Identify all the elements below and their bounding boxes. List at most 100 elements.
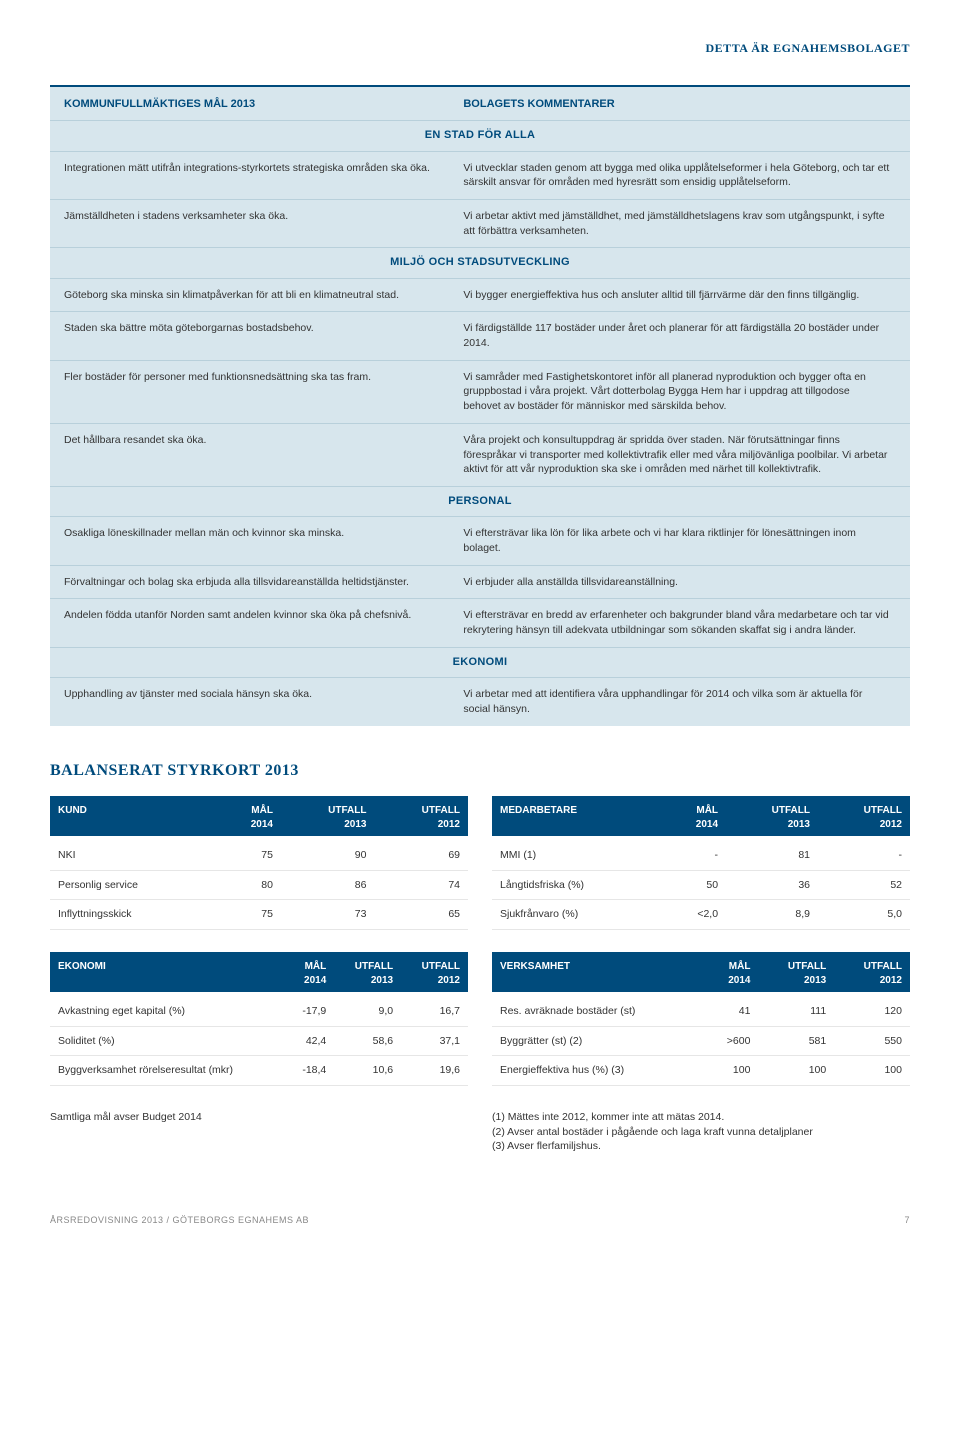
goal-text: Osakliga löneskillnader mellan män och k… (64, 526, 463, 555)
section-title: EN STAD FÖR ALLA (50, 120, 910, 150)
row-value: 58,6 (334, 1026, 401, 1056)
goal-text: Det hållbara resandet ska öka. (64, 433, 463, 477)
table-row: Avkastning eget kapital (%) -17,9 9,0 16… (50, 992, 468, 1026)
row-value: 8,9 (726, 900, 818, 930)
goal-text: Fler bostäder för personer med funktions… (64, 370, 463, 414)
row-value: 120 (834, 992, 910, 1026)
table-header-name: MEDARBETARE (492, 796, 661, 836)
footnote-right: (1) Mättes inte 2012, kommer inte att mä… (492, 1110, 910, 1154)
table-header-mal: MÅL2014 (285, 952, 334, 992)
row-value: 80 (215, 870, 281, 900)
comment-text: Vi färdigställde 117 bostäder under året… (463, 321, 896, 350)
row-value: 16,7 (401, 992, 468, 1026)
row-value: 74 (374, 870, 468, 900)
goals-row: Jämställdheten i stadens verksamheter sk… (50, 199, 910, 247)
goals-comments-header: KOMMUNFULLMÄKTIGES MÅL 2013 BOLAGETS KOM… (50, 87, 910, 120)
row-value: 42,4 (285, 1026, 334, 1056)
row-value: 10,6 (334, 1056, 401, 1086)
row-value: 65 (374, 900, 468, 930)
table-header-utfall-2013: UTFALL2013 (758, 952, 834, 992)
goals-row: Upphandling av tjänster med sociala häns… (50, 677, 910, 725)
table-header-utfall-2012: UTFALL2012 (401, 952, 468, 992)
row-value: 50 (661, 870, 726, 900)
table-header-mal: MÅL2014 (703, 952, 758, 992)
comment-text: Vi samråder med Fastighetskontoret inför… (463, 370, 896, 414)
goals-row: Andelen födda utanför Norden samt andele… (50, 598, 910, 646)
comment-text: Vi eftersträvar lika lön för lika arbete… (463, 526, 896, 555)
row-value: 19,6 (401, 1056, 468, 1086)
comment-text: Vi bygger energieffektiva hus och anslut… (463, 288, 896, 303)
row-value: >600 (703, 1026, 758, 1056)
row-value: 81 (726, 836, 818, 870)
row-value: 111 (758, 992, 834, 1026)
table-row: Byggrätter (st) (2) >600 581 550 (492, 1026, 910, 1056)
row-value: 100 (703, 1056, 758, 1086)
table-header-utfall-2012: UTFALL2012 (818, 796, 910, 836)
comment-text: Vi eftersträvar en bredd av erfarenheter… (463, 608, 896, 637)
row-value: -18,4 (285, 1056, 334, 1086)
table-row: Inflyttningsskick 75 73 65 (50, 900, 468, 930)
table-header-name: VERKSAMHET (492, 952, 703, 992)
row-value: 90 (281, 836, 375, 870)
table-row: Byggverksamhet rörelseresultat (mkr) -18… (50, 1056, 468, 1086)
row-value: 75 (215, 900, 281, 930)
goals-row: Fler bostäder för personer med funktions… (50, 360, 910, 423)
table-row: Sjukfrånvaro (%) <2,0 8,9 5,0 (492, 900, 910, 930)
row-value: 100 (834, 1056, 910, 1086)
row-value: 581 (758, 1026, 834, 1056)
row-value: 69 (374, 836, 468, 870)
row-value: 41 (703, 992, 758, 1026)
goal-text: Förvaltningar och bolag ska erbjuda alla… (64, 575, 463, 590)
goal-text: Göteborg ska minska sin klimatpåverkan f… (64, 288, 463, 303)
goal-text: Andelen födda utanför Norden samt andele… (64, 608, 463, 637)
comment-text: Våra projekt och konsultuppdrag är sprid… (463, 433, 896, 477)
comment-text: Vi arbetar aktivt med jämställdhet, med … (463, 209, 896, 238)
goals-header-right: BOLAGETS KOMMENTARER (463, 97, 896, 112)
table-header-utfall-2012: UTFALL2012 (834, 952, 910, 992)
footer-page-number: 7 (904, 1214, 910, 1227)
table-header-mal: MÅL2014 (215, 796, 281, 836)
row-label: Personlig service (50, 870, 215, 900)
page-section-header: DETTA ÄR EGNAHEMSBOLAGET (50, 40, 910, 57)
table-row: Energieffektiva hus (%) (3) 100 100 100 (492, 1056, 910, 1086)
goals-row: Osakliga löneskillnader mellan män och k… (50, 516, 910, 564)
goals-row: Göteborg ska minska sin klimatpåverkan f… (50, 278, 910, 312)
styrkort-table-ekonomi: EKONOMI MÅL2014 UTFALL2013 UTFALL2012 Av… (50, 952, 468, 1086)
comment-text: Vi utvecklar staden genom att bygga med … (463, 161, 896, 190)
table-row: MMI (1) - 81 - (492, 836, 910, 870)
goals-header-left: KOMMUNFULLMÄKTIGES MÅL 2013 (64, 97, 463, 112)
table-header-utfall-2013: UTFALL2013 (726, 796, 818, 836)
table-header-mal: MÅL2014 (661, 796, 726, 836)
row-value: <2,0 (661, 900, 726, 930)
table-header-utfall-2013: UTFALL2013 (281, 796, 375, 836)
row-value: 86 (281, 870, 375, 900)
goal-text: Staden ska bättre möta göteborgarnas bos… (64, 321, 463, 350)
styrkort-grid: KUND MÅL2014 UTFALL2013 UTFALL2012 NKI 7… (50, 796, 910, 1086)
styrkort-table-medarbetare: MEDARBETARE MÅL2014 UTFALL2013 UTFALL201… (492, 796, 910, 930)
table-header-name: EKONOMI (50, 952, 285, 992)
row-label: MMI (1) (492, 836, 661, 870)
row-value: - (818, 836, 910, 870)
styrkort-table-kund: KUND MÅL2014 UTFALL2013 UTFALL2012 NKI 7… (50, 796, 468, 930)
footnote-left: Samtliga mål avser Budget 2014 (50, 1110, 468, 1154)
goals-row: Staden ska bättre möta göteborgarnas bos… (50, 311, 910, 359)
row-value: 75 (215, 836, 281, 870)
row-label: Långtidsfriska (%) (492, 870, 661, 900)
row-value: 5,0 (818, 900, 910, 930)
row-value: 36 (726, 870, 818, 900)
footnotes: Samtliga mål avser Budget 2014 (1) Mätte… (50, 1110, 910, 1154)
goals-comments-box: KOMMUNFULLMÄKTIGES MÅL 2013 BOLAGETS KOM… (50, 85, 910, 726)
goals-row: Det hållbara resandet ska öka. Våra proj… (50, 423, 910, 486)
row-label: Byggrätter (st) (2) (492, 1026, 703, 1056)
table-row: Personlig service 80 86 74 (50, 870, 468, 900)
goals-row: Förvaltningar och bolag ska erbjuda alla… (50, 565, 910, 599)
footer-left: ÅRSREDOVISNING 2013 / GÖTEBORGS EGNAHEMS… (50, 1214, 309, 1227)
table-row: Res. avräknade bostäder (st) 41 111 120 (492, 992, 910, 1026)
row-value: 100 (758, 1056, 834, 1086)
row-label: Soliditet (%) (50, 1026, 285, 1056)
table-header-utfall-2013: UTFALL2013 (334, 952, 401, 992)
comment-text: Vi erbjuder alla anställda tillsvidarean… (463, 575, 896, 590)
row-value: 73 (281, 900, 375, 930)
styrkort-table-verksamhet: VERKSAMHET MÅL2014 UTFALL2013 UTFALL2012… (492, 952, 910, 1086)
table-header-name: KUND (50, 796, 215, 836)
